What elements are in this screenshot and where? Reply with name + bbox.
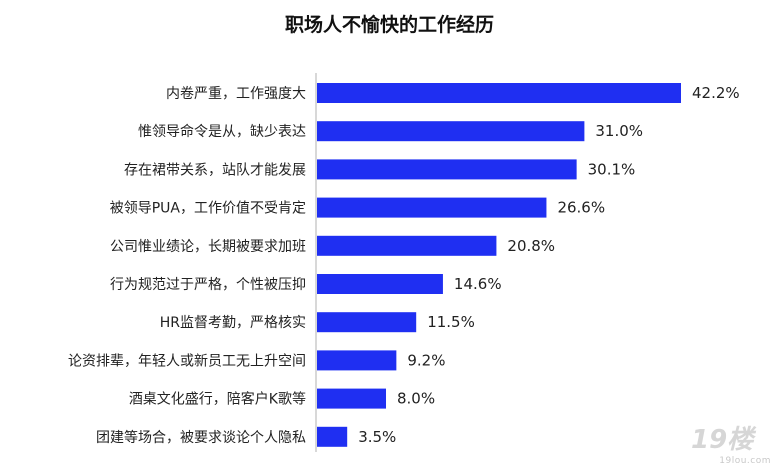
bar-6 <box>317 312 417 333</box>
value-label-2: 30.1% <box>588 160 636 178</box>
value-label-9: 3.5% <box>358 428 396 446</box>
category-label-2: 存在裙带关系，站队才能发展 <box>124 162 306 178</box>
bar-1 <box>317 121 585 142</box>
svg-text:19楼: 19楼 <box>691 425 757 455</box>
watermark-logo: 19楼 19lou.com <box>689 418 771 466</box>
watermark-site: 19lou.com <box>719 456 771 466</box>
value-label-3: 26.6% <box>557 199 605 217</box>
value-label-7: 9.2% <box>407 351 445 369</box>
bar-4 <box>317 235 497 256</box>
value-label-5: 14.6% <box>454 275 502 293</box>
bar-3 <box>317 197 547 218</box>
bar-8 <box>317 388 387 409</box>
value-label-1: 31.0% <box>595 122 643 140</box>
category-label-7: 论资排辈，年轻人或新员工无上升空间 <box>68 353 306 369</box>
category-labels-group: 内卷严重，工作强度大惟领导命令是从，缺少表达存在裙带关系，站队才能发展被领导PU… <box>68 86 306 446</box>
value-labels-group: 42.2% 31.0% 30.1% 26.6% 20.8% 14.6% 11.5% 9.2% 8… <box>358 84 739 446</box>
category-label-8: 酒桌文化盛行，陪客户K歌等 <box>129 391 306 408</box>
category-label-9: 团建等场合，被要求谈论个人隐私 <box>96 429 306 446</box>
category-label-0: 内卷严重，工作强度大 <box>166 86 306 102</box>
category-label-6: HR监督考勤，严格核实 <box>160 315 306 331</box>
value-label-0: 42.2% <box>692 84 740 102</box>
category-label-5: 行为规范过于严格，个性被压抑 <box>110 276 306 293</box>
category-label-4: 公司惟业绩论，长期被要求加班 <box>110 239 306 255</box>
category-label-1: 惟领导命令是从，缺少表达 <box>138 123 306 140</box>
bar-0 <box>317 83 681 103</box>
bar-2 <box>317 159 577 180</box>
bar-7 <box>317 350 397 371</box>
bar-9 <box>317 426 348 447</box>
bar-5 <box>317 274 443 294</box>
value-label-6: 11.5% <box>427 313 475 331</box>
value-label-8: 8.0% <box>397 390 435 408</box>
value-label-4: 20.8% <box>507 237 555 255</box>
category-label-3: 被领导PUA，工作价值不受肯定 <box>110 201 306 217</box>
bars-group <box>317 83 681 447</box>
chart-title: 职场人不愉快的工作经历 <box>284 14 494 36</box>
